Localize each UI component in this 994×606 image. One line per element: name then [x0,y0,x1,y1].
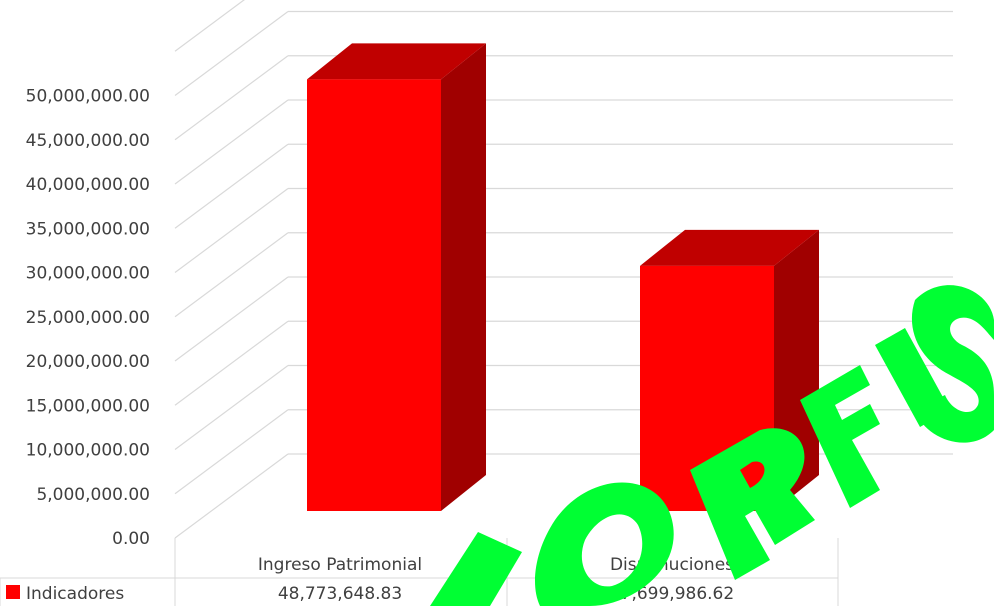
y-tick-label: 20,000,000.00 [26,352,150,372]
y-tick-label: 45,000,000.00 [26,131,150,151]
gridline-diagonal [174,409,289,495]
y-tick-label: 25,000,000.00 [26,308,150,328]
y-tick-label: 15,000,000.00 [26,396,150,416]
bar-side [441,43,486,511]
watermark-letter-f [800,365,880,508]
watermark-letter-o [535,482,674,606]
legend-label: Indicadores [26,584,124,604]
gridline-diagonal [174,143,289,229]
y-tick-label: 40,000,000.00 [26,175,150,195]
watermark-stroke [430,532,522,606]
y-tick-label: 35,000,000.00 [26,219,150,239]
gridline-diagonal [174,99,289,185]
category-label-disminuciones: Disminuciones [610,555,734,575]
gridline-diagonal [174,453,289,539]
bar-top [307,43,486,80]
data-table-value-ingreso: 48,773,648.83 [278,584,402,604]
watermark-letter-r [690,428,815,580]
y-tick-label: 50,000,000.00 [26,87,150,107]
watermark-letter-s [911,285,994,443]
gridline-diagonal [174,55,289,141]
bar-ingreso-patrimonial [307,43,486,511]
bar-top [640,229,819,266]
y-tick-label: 10,000,000.00 [26,441,150,461]
gridline-diagonal [174,11,289,96]
legend-key [6,585,20,599]
gridline-diagonal [174,320,289,406]
gridline-diagonal [174,365,289,450]
gridline-diagonal [174,0,245,52]
watermark [430,285,994,606]
y-tick-label: 0.00 [112,529,150,549]
gridline-diagonal [174,232,289,318]
y-tick-label: 5,000,000.00 [36,485,150,505]
y-axis-ticks: 0.00 5,000,000.00 10,000,000.00 15,000,000.… [26,87,150,550]
gridline-diagonal [174,188,289,273]
y-tick-label: 30,000,000.00 [26,264,150,284]
gridline-diagonal [174,276,289,362]
category-label-ingreso: Ingreso Patrimonial [258,555,422,575]
bar-front [307,79,441,511]
